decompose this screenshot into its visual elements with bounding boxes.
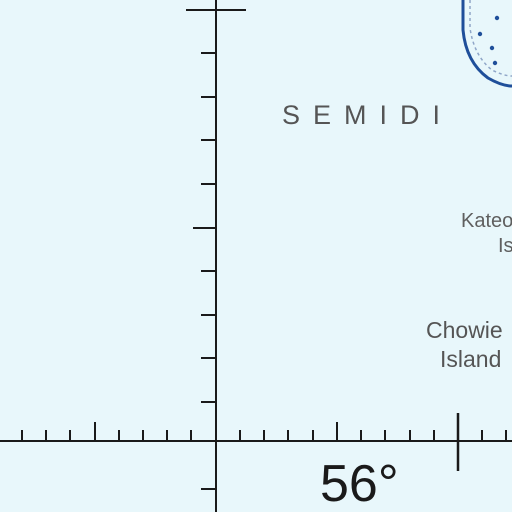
semidi-label: SEMIDI (282, 100, 454, 130)
semidi-island-inner-outline (469, 0, 512, 77)
spot-height-dot (492, 60, 498, 66)
latitude-label: 56° (320, 455, 399, 512)
chowie-label: Chowie (426, 317, 503, 343)
semidi-island-outline (461, 0, 512, 88)
kateo-label: Kateo (461, 210, 512, 232)
spot-height-dot (489, 45, 495, 51)
spot-height-dot (494, 15, 500, 21)
island-label: Island (440, 346, 502, 372)
is-label: Is (498, 235, 512, 257)
spot-height-dot (477, 31, 483, 37)
